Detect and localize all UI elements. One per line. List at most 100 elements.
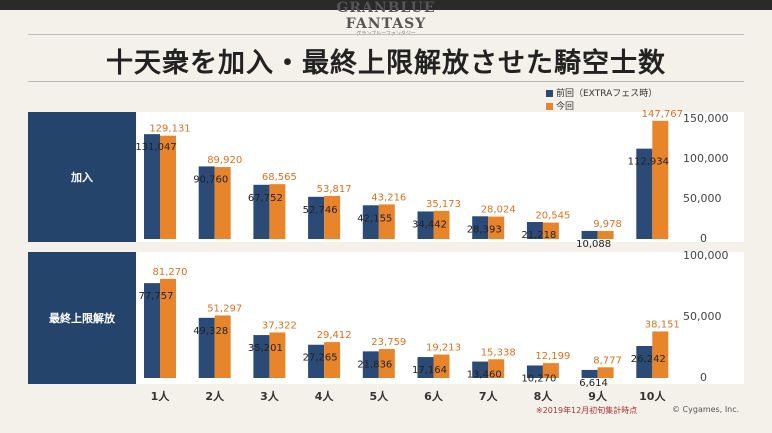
legend-curr-swatch [546, 103, 553, 110]
label-prev-2: 90,760 [193, 174, 228, 185]
legend-prev-swatch [546, 90, 553, 97]
label-curr-5: 43,216 [371, 192, 406, 203]
label-curr-6: 35,173 [426, 199, 461, 210]
bar-curr-2 [214, 167, 231, 239]
bar-curr-4 [324, 342, 341, 378]
y-tick-label: 100,000 [683, 152, 729, 165]
label-prev-4: 27,265 [303, 353, 338, 364]
copyright: © Cygames, Inc. [672, 405, 740, 414]
bar-prev-1 [144, 283, 160, 378]
bar-prev-4 [308, 196, 325, 239]
y-tick-label: 50,000 [683, 310, 722, 323]
label-curr-7: 15,338 [481, 347, 516, 358]
label-prev-6: 17,164 [412, 365, 447, 376]
label-curr-5: 23,759 [371, 337, 406, 348]
title-band: 十天衆を加入・最終上限解放させた騎空士数 [28, 34, 744, 82]
label-prev-6: 34,442 [412, 219, 447, 230]
bar-curr-9 [597, 231, 614, 239]
bar-prev-6 [417, 357, 434, 378]
legend-prev-label: 前回（EXTRAフェス時） [556, 89, 658, 99]
bar-prev-10 [636, 148, 653, 239]
label-prev-3: 67,752 [248, 193, 283, 204]
label-curr-9: 8,777 [593, 355, 622, 366]
label-prev-2: 49,328 [193, 326, 228, 337]
label-curr-3: 37,322 [262, 320, 297, 331]
y-tick-label: 0 [700, 232, 707, 245]
logo-text: GRANBLUE FANTASY [336, 0, 436, 32]
label-prev-10: 26,242 [631, 354, 666, 365]
row-label-final-uncap: 最終上限解放 [28, 252, 136, 384]
category-label: 3人 [260, 390, 279, 403]
label-curr-4: 53,817 [317, 184, 352, 195]
bar-curr-5 [378, 204, 395, 239]
label-prev-8: 10,270 [521, 373, 556, 384]
label-curr-2: 89,920 [207, 155, 242, 166]
bar-curr-5 [378, 349, 395, 378]
label-prev-9: 6,614 [579, 378, 608, 389]
label-curr-10: 38,151 [645, 319, 680, 330]
bar-prev-8 [526, 222, 543, 239]
bar-curr-10 [652, 120, 669, 239]
legend-curr: 今回 [546, 99, 574, 112]
bar-curr-6 [433, 354, 450, 378]
label-curr-1: 81,270 [153, 267, 188, 278]
label-curr-8: 12,199 [535, 351, 570, 362]
label-curr-2: 51,297 [207, 303, 242, 314]
label-prev-3: 35,201 [248, 343, 283, 354]
bar-prev-2 [198, 317, 215, 378]
bar-prev-6 [417, 211, 434, 239]
category-label: 8人 [533, 390, 553, 403]
label-prev-7: 28,393 [467, 224, 502, 235]
bar-prev-9 [581, 230, 598, 239]
bar-curr-3 [269, 184, 286, 239]
y-tick-label: 150,000 [683, 112, 729, 125]
category-label: 5人 [369, 390, 389, 403]
label-prev-1: 77,757 [139, 291, 174, 302]
label-curr-9: 9,978 [593, 219, 622, 230]
label-prev-5: 21,836 [357, 359, 392, 370]
label-curr-1: 129,131 [149, 124, 190, 135]
category-label: 1人 [150, 390, 170, 403]
bar-curr-7 [488, 216, 505, 239]
bar-prev-8 [526, 365, 543, 378]
y-tick-label: 0 [700, 371, 707, 384]
label-curr-7: 28,024 [481, 205, 516, 216]
y-tick-label: 50,000 [683, 192, 722, 205]
bar-prev-4 [308, 344, 325, 378]
bar-curr-2 [214, 315, 231, 378]
label-prev-10: 112,934 [628, 157, 669, 168]
bar-curr-1 [160, 135, 176, 239]
bar-prev-7 [472, 216, 489, 239]
label-prev-5: 42,155 [357, 213, 392, 224]
bar-curr-6 [433, 210, 450, 239]
category-label: 9人 [588, 390, 607, 403]
category-label: 2人 [205, 390, 225, 403]
label-prev-1: 131,047 [135, 142, 176, 153]
category-label: 7人 [478, 390, 498, 403]
bar-curr-4 [324, 195, 341, 239]
category-label: 10人 [639, 390, 666, 403]
label-prev-7: 13,460 [467, 370, 502, 381]
category-label: 6人 [424, 390, 443, 403]
label-prev-4: 52,746 [303, 205, 338, 216]
bar-prev-7 [472, 361, 489, 378]
legend-prev: 前回（EXTRAフェス時） [546, 86, 657, 99]
bar-curr-7 [488, 359, 505, 378]
top-frame [0, 0, 772, 10]
row-label-join: 加入 [28, 112, 136, 242]
bar-prev-3 [253, 335, 270, 378]
legend-curr-label: 今回 [556, 102, 575, 112]
bar-prev-2 [198, 166, 215, 239]
bar-prev-5 [362, 205, 379, 239]
bar-prev-3 [253, 184, 270, 239]
label-curr-8: 20,545 [535, 211, 570, 222]
label-prev-9: 10,088 [576, 239, 611, 250]
bar-curr-10 [652, 331, 669, 378]
bar-prev-10 [636, 345, 653, 378]
label-curr-6: 19,213 [426, 343, 461, 354]
category-label: 4人 [314, 390, 334, 403]
footnote: ※2019年12月初旬集計時点 [536, 406, 638, 415]
page-title: 十天衆を加入・最終上限解放させた騎空士数 [106, 48, 666, 79]
